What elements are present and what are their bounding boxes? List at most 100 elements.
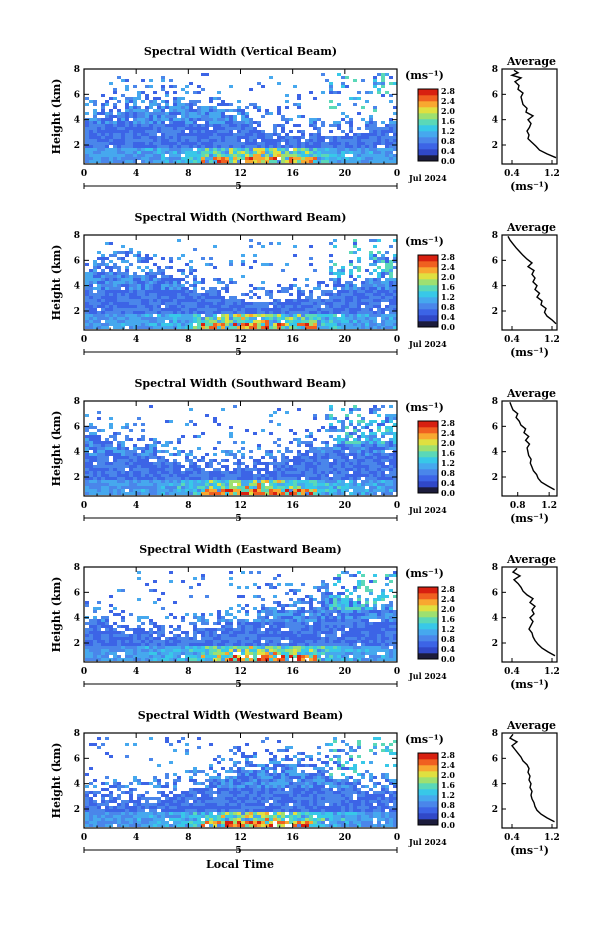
heatmap-cell xyxy=(105,139,109,142)
heatmap-cell xyxy=(121,450,125,453)
heatmap-cell xyxy=(325,450,329,453)
heatmap-cell xyxy=(357,441,361,444)
heatmap-cell xyxy=(217,148,221,151)
heatmap-cell xyxy=(197,583,201,586)
heatmap-cell xyxy=(325,444,329,447)
heatmap-cell xyxy=(161,317,165,320)
heatmap-cell xyxy=(117,299,121,302)
heatmap-cell xyxy=(85,154,89,157)
heatmap-cell xyxy=(285,133,289,136)
heatmap-cell xyxy=(93,326,97,329)
heatmap-cell xyxy=(85,157,89,160)
heatmap-cell xyxy=(173,314,177,317)
heatmap-cell xyxy=(305,311,309,314)
heatmap-cell xyxy=(185,145,189,148)
heatmap-cell xyxy=(285,287,289,290)
heatmap-cell xyxy=(97,263,101,266)
heatmap-cell xyxy=(113,157,117,160)
heatmap-cell xyxy=(157,145,161,148)
heatmap-cell xyxy=(141,616,145,619)
heatmap-cell xyxy=(121,296,125,299)
heatmap-cell xyxy=(393,124,397,127)
heatmap-cell xyxy=(309,148,313,151)
heatmap-cell xyxy=(317,142,321,145)
heatmap-cell xyxy=(325,616,329,619)
heatmap-cell xyxy=(237,326,241,329)
heatmap-cell xyxy=(273,154,277,157)
heatmap-cell xyxy=(157,103,161,106)
heatmap-cell xyxy=(313,625,317,628)
heatmap-cell xyxy=(165,100,169,103)
heatmap-cell xyxy=(229,625,233,628)
heatmap-cell xyxy=(273,139,277,142)
heatmap-cell xyxy=(185,311,189,314)
heatmap-cell xyxy=(97,266,101,269)
heatmap-cell xyxy=(341,474,345,477)
heatmap-cell xyxy=(357,625,361,628)
heatmap-cell xyxy=(389,453,393,456)
heatmap-cell xyxy=(313,326,317,329)
heatmap-cell xyxy=(121,323,125,326)
heatmap-cell xyxy=(105,296,109,299)
heatmap-cell xyxy=(181,320,185,323)
heatmap-cell xyxy=(173,112,177,115)
heatmap-cell xyxy=(161,492,165,495)
heatmap-cell xyxy=(213,492,217,495)
heatmap-cell xyxy=(241,311,245,314)
heatmap-cell xyxy=(353,477,357,480)
heatmap-cell xyxy=(213,474,217,477)
heatmap-cell xyxy=(165,489,169,492)
heatmap-cell xyxy=(157,441,161,444)
heatmap-cell xyxy=(353,471,357,474)
heatmap-cell xyxy=(209,305,213,308)
heatmap-cell xyxy=(365,480,369,483)
heatmap-cell xyxy=(309,462,313,465)
heatmap-cell xyxy=(273,483,277,486)
heatmap-cell xyxy=(293,103,297,106)
heatmap-cell xyxy=(105,441,109,444)
heatmap-cell xyxy=(269,453,273,456)
heatmap-cell xyxy=(281,139,285,142)
heatmap-cell xyxy=(201,109,205,112)
heatmap-cell xyxy=(349,251,353,254)
heatmap-cell xyxy=(317,613,321,616)
heatmap-cell xyxy=(165,492,169,495)
heatmap-cell xyxy=(333,444,337,447)
heatmap-cell xyxy=(317,477,321,480)
heatmap-cell xyxy=(361,468,365,471)
heatmap-cell xyxy=(89,281,93,284)
heatmap-cell xyxy=(281,118,285,121)
heatmap-cell xyxy=(149,100,153,103)
heatmap-cell xyxy=(369,290,373,293)
heatmap-cell xyxy=(369,444,373,447)
heatmap-cell xyxy=(281,317,285,320)
heatmap-cell xyxy=(153,284,157,287)
heatmap-cell xyxy=(373,610,377,613)
heatmap-cell xyxy=(237,480,241,483)
heatmap-cell xyxy=(301,613,305,616)
heatmap-cell xyxy=(141,435,145,438)
heatmap-cell xyxy=(381,474,385,477)
heatmap-cell xyxy=(101,447,105,450)
heatmap-cell xyxy=(141,447,145,450)
heatmap-cell xyxy=(385,293,389,296)
heatmap-cell xyxy=(373,574,377,577)
heatmap-cell xyxy=(321,453,325,456)
heatmap-cell xyxy=(197,281,201,284)
average-y-tick-label: 8 xyxy=(492,231,498,241)
heatmap-cell xyxy=(125,438,129,441)
heatmap-cell xyxy=(213,480,217,483)
heatmap-cell xyxy=(157,474,161,477)
heatmap-cell xyxy=(381,94,385,97)
heatmap-cell xyxy=(253,622,257,625)
heatmap-cell xyxy=(333,299,337,302)
heatmap-cell xyxy=(309,595,313,598)
heatmap-cell xyxy=(161,130,165,133)
heatmap-cell xyxy=(309,477,313,480)
heatmap-cell xyxy=(285,148,289,151)
heatmap-cell xyxy=(125,88,129,91)
heatmap-cell xyxy=(213,459,217,462)
heatmap-cell xyxy=(217,160,221,163)
heatmap-cell xyxy=(305,444,309,447)
heatmap-cell xyxy=(149,444,153,447)
